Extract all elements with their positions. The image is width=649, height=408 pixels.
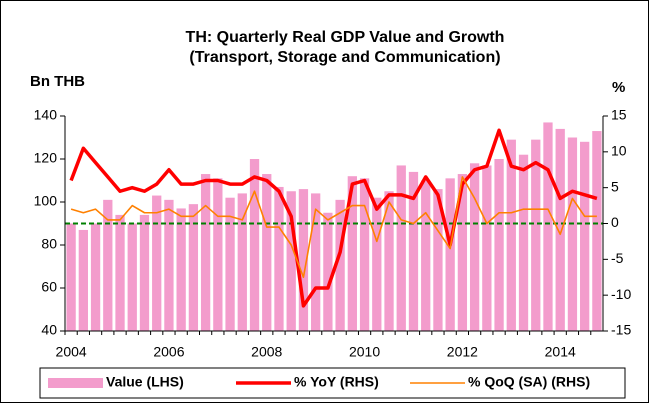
bar xyxy=(176,208,186,331)
y2-tick-label: 0 xyxy=(611,214,619,230)
y2-tick-label: -15 xyxy=(611,322,631,338)
bar xyxy=(298,189,309,331)
x-tick-label: 2004 xyxy=(56,344,87,360)
bar xyxy=(384,191,394,331)
y-tick-label: 80 xyxy=(41,236,57,252)
bar xyxy=(188,204,199,331)
legend-swatch xyxy=(48,378,103,388)
chart-title: TH: Quarterly Real GDP Value and Growth xyxy=(186,29,505,46)
bar xyxy=(200,174,211,331)
y-axis-label: Bn THB xyxy=(30,73,85,90)
bar xyxy=(506,139,516,331)
x-tick-label: 2006 xyxy=(153,344,184,360)
x-tick-label: 2008 xyxy=(251,344,282,360)
bar xyxy=(543,122,553,331)
bar xyxy=(372,197,382,331)
bar xyxy=(237,193,247,331)
bar xyxy=(433,189,443,331)
y2-tick-label: 5 xyxy=(611,178,619,194)
bar xyxy=(78,229,88,331)
bar xyxy=(213,178,223,331)
x-tick-label: 2014 xyxy=(545,344,576,360)
y2-tick-label: -5 xyxy=(611,250,624,266)
bar xyxy=(127,223,137,331)
y-tick-label: 120 xyxy=(34,150,58,166)
y2-tick-label: 15 xyxy=(611,107,627,123)
bar xyxy=(66,223,76,331)
bar xyxy=(359,178,370,331)
bar xyxy=(115,214,125,331)
bar xyxy=(408,171,419,331)
bar xyxy=(421,180,431,331)
bar xyxy=(457,174,468,331)
y-tick-label: 40 xyxy=(41,322,57,338)
line-series xyxy=(70,176,597,279)
x-tick-label: 2010 xyxy=(349,344,380,360)
legend-label: Value (LHS) xyxy=(106,374,184,390)
y-tick-label: 60 xyxy=(41,279,57,295)
y-tick-label: 140 xyxy=(34,107,58,123)
bar xyxy=(139,214,150,331)
bar xyxy=(469,163,480,331)
bar xyxy=(311,193,321,331)
legend-box xyxy=(39,367,626,399)
bar xyxy=(164,199,174,331)
bar xyxy=(580,141,590,331)
bar xyxy=(274,186,284,331)
legend-label: % QoQ (SA) (RHS) xyxy=(468,374,590,390)
bar xyxy=(335,199,345,331)
bar xyxy=(482,165,492,331)
bar xyxy=(152,195,162,331)
bar xyxy=(262,174,272,331)
bar xyxy=(286,191,296,331)
legend-label: % YoY (RHS) xyxy=(294,374,379,390)
bar xyxy=(592,131,602,331)
bar xyxy=(396,165,406,331)
bar xyxy=(555,128,565,331)
chart-subtitle: (Transport, Storage and Communication) xyxy=(189,49,500,66)
bar xyxy=(518,154,529,331)
bar xyxy=(494,159,504,331)
bar xyxy=(249,159,260,331)
bar xyxy=(567,137,578,331)
x-tick-label: 2012 xyxy=(447,344,478,360)
bar xyxy=(531,139,541,331)
bar xyxy=(103,199,113,331)
bar xyxy=(347,176,357,331)
bar xyxy=(323,212,333,331)
y-tick-label: 100 xyxy=(34,193,58,209)
line-series xyxy=(69,128,598,308)
bar xyxy=(445,178,455,331)
y2-tick-label: 10 xyxy=(611,143,627,159)
y2-tick-label: -10 xyxy=(611,286,631,302)
bar xyxy=(225,197,235,331)
bar xyxy=(90,223,101,331)
y2-axis-label: % xyxy=(612,79,625,96)
